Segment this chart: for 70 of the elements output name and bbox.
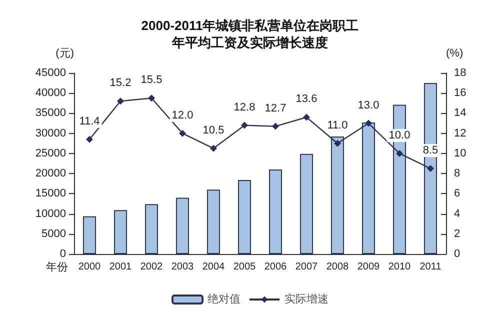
y2-tick-label: 2 xyxy=(454,228,460,240)
data-label: 11.0 xyxy=(327,119,348,132)
x-tick-label: 2007 xyxy=(295,262,318,272)
y-tick-label: 45000 xyxy=(35,67,66,79)
data-label: 11.4 xyxy=(79,115,100,128)
x-tick-label: 2009 xyxy=(357,262,380,272)
y2-tick-label: 18 xyxy=(454,67,466,79)
point xyxy=(365,120,372,127)
data-label: 15.2 xyxy=(110,77,132,90)
bar xyxy=(300,154,314,254)
data-label: 12.7 xyxy=(264,102,286,114)
x-tick-label: 2011 xyxy=(420,262,442,272)
y2-tick-label: 16 xyxy=(454,87,466,100)
x-tick-label: 2001 xyxy=(109,262,132,272)
y-tick-label: 10000 xyxy=(35,208,66,220)
y2-tick-label: 10 xyxy=(454,147,466,160)
point xyxy=(210,144,217,152)
y-tick-label: 15000 xyxy=(35,188,66,200)
y-tick-label: 0 xyxy=(60,248,66,260)
y-tick-label: 35000 xyxy=(35,107,66,120)
x-tick-label: 2002 xyxy=(140,262,164,272)
y-axis-title: (元) xyxy=(56,48,74,60)
bar xyxy=(238,180,252,254)
y2-tick-label: 6 xyxy=(454,188,460,200)
x-tick-label: 2008 xyxy=(326,262,350,272)
x-tick-label: 2005 xyxy=(233,262,256,272)
legend-label: 实际增速 xyxy=(284,292,328,306)
data-label: 13.0 xyxy=(358,99,380,112)
y-tick-label: 25000 xyxy=(35,147,66,160)
point xyxy=(303,114,310,121)
bar xyxy=(268,170,282,254)
y-tick-label: 20000 xyxy=(35,168,66,180)
y2-tick-label: 8 xyxy=(454,168,460,180)
chart-title: 2000-2011年城镇非私营单位在岗职工年平均工资及实际增长速度 xyxy=(141,18,359,50)
y2-tick-label: 4 xyxy=(454,208,460,220)
point xyxy=(241,122,248,129)
y-tick-label: 5000 xyxy=(42,228,66,240)
point xyxy=(86,136,93,143)
x-tick-label: 2006 xyxy=(264,262,288,272)
data-label: 15.5 xyxy=(140,74,162,86)
data-label: 8.5 xyxy=(422,144,438,157)
point xyxy=(427,165,434,172)
bar xyxy=(176,198,190,254)
bar xyxy=(206,190,220,254)
x-tick-label: 2010 xyxy=(388,262,412,272)
legend-label: 绝对值 xyxy=(208,292,240,306)
x-tick-label: 2000 xyxy=(78,262,102,272)
x-tick-label: 2003 xyxy=(171,262,194,272)
data-label: 12.0 xyxy=(172,109,194,122)
point xyxy=(396,150,403,157)
y2-tick-label: 12 xyxy=(454,127,466,140)
data-label: 13.6 xyxy=(296,93,318,106)
point xyxy=(272,122,279,130)
bar xyxy=(114,210,128,254)
bar xyxy=(82,216,96,254)
y2-tick-label: 0 xyxy=(454,248,460,260)
y-tick-label: 40000 xyxy=(35,87,66,100)
point xyxy=(148,94,155,102)
data-label: 10.5 xyxy=(202,124,224,136)
x-tick-label: 2004 xyxy=(202,262,226,272)
point xyxy=(117,98,124,105)
x-axis-title: 年份 xyxy=(46,262,68,274)
y-tick-label: 30000 xyxy=(35,127,66,140)
bar xyxy=(144,204,158,254)
y2-axis-title: (%) xyxy=(446,48,464,60)
data-label: 12.8 xyxy=(234,101,256,114)
y2-tick-label: 14 xyxy=(454,107,466,120)
data-label: 10.0 xyxy=(388,129,410,142)
point xyxy=(179,130,186,137)
point xyxy=(334,140,341,147)
